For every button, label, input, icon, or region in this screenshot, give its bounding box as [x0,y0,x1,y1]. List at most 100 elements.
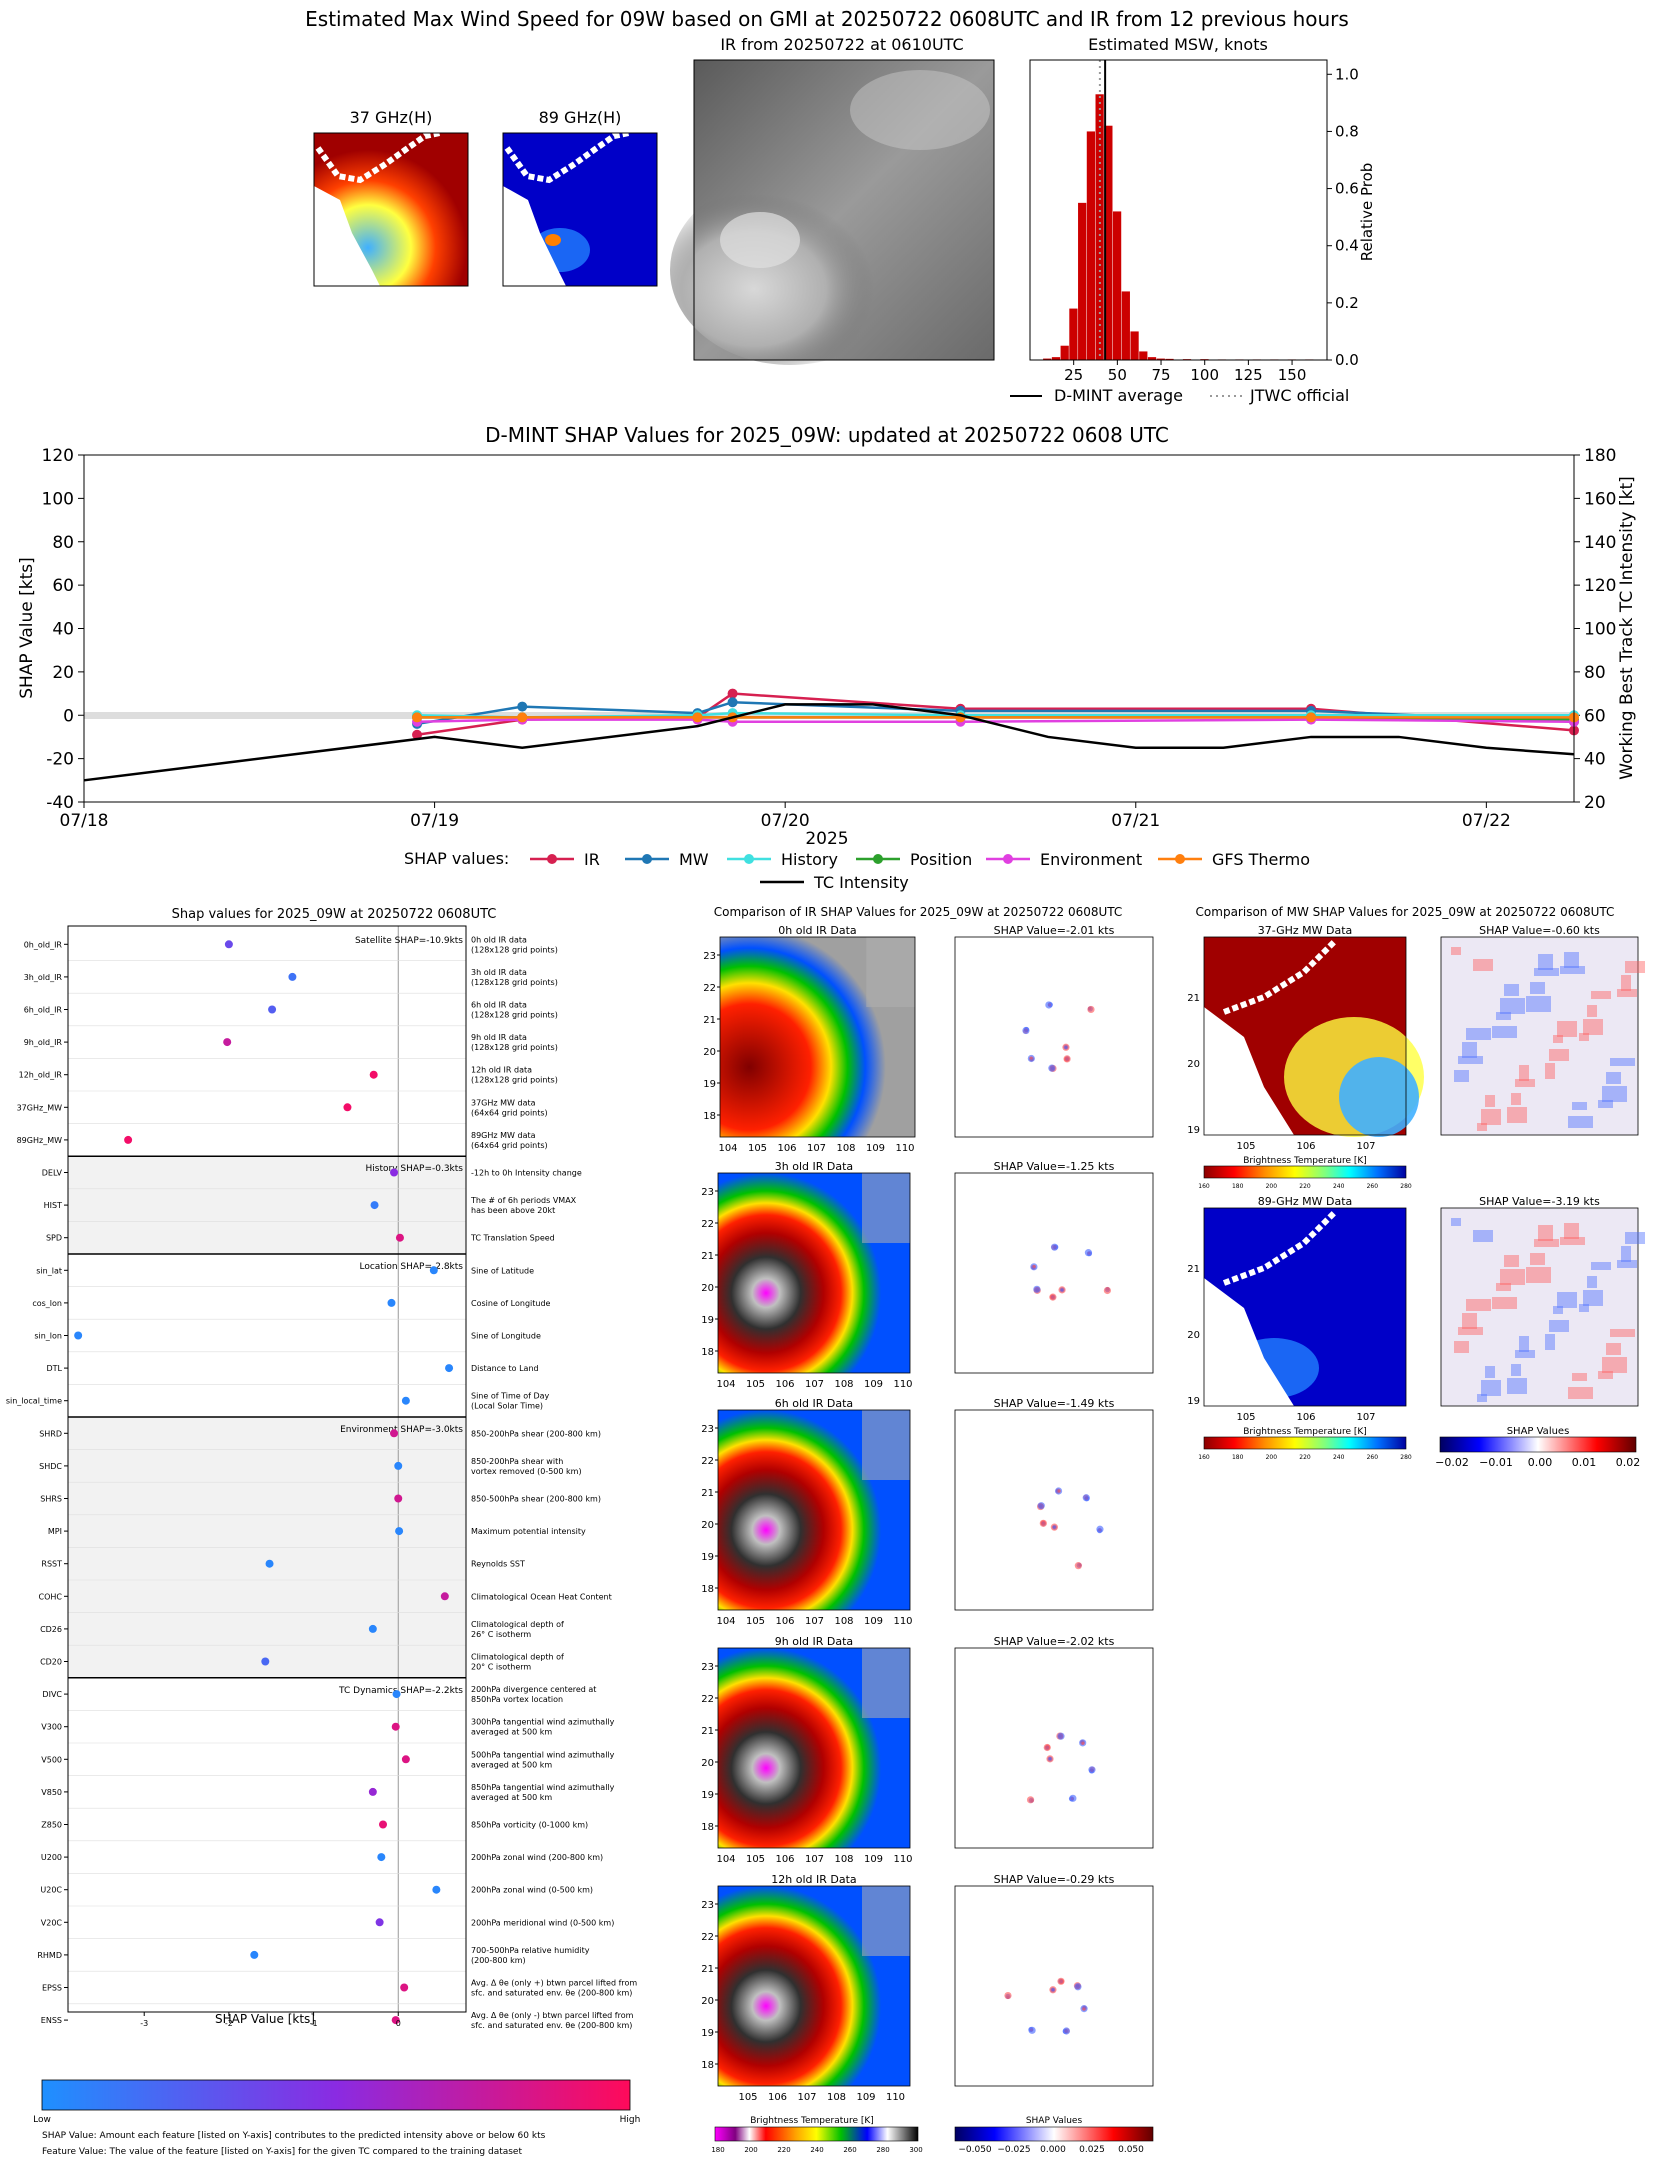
ts-xlabel: 2025 [805,829,848,849]
irc-xtick-label: 105 [746,1379,765,1390]
irc-xtick-label: 109 [864,1379,883,1390]
msw-legend-avg: D-MINT average [1054,386,1183,405]
mwc-shap-patch [1560,1237,1585,1245]
mwc-shap-tick-label: −0.02 [1435,1456,1469,1469]
irc-ytick-label: 20 [701,1283,714,1294]
mwc-shap-patch [1515,1350,1535,1358]
irc-xtick-label: 106 [777,1143,796,1154]
mwc-land [1204,1007,1294,1135]
sc-point [401,1396,410,1405]
ts-series-point [1306,712,1317,723]
irc-shap-label: SHAP Values [1026,2116,1083,2126]
mwc-shap-patch [1538,954,1553,970]
sc-feature-desc: 6h old IR data [471,1001,527,1010]
mwc-shap-patch [1492,1026,1517,1038]
mwc-shap-patch [1511,1093,1521,1105]
mwc-shap-patch [1473,1230,1493,1242]
mwc-shap-tick-label: 0.02 [1616,1456,1641,1469]
irc-bt-tick-label: 280 [876,2146,889,2154]
irc-ir-cloud [862,1410,910,1480]
ts-series-point [517,712,528,723]
mwc-shap-image [1440,1207,1639,1407]
mw89-panel: 89 GHz(H) [502,108,658,287]
irc-shap-speckle [1082,2007,1086,2011]
sc-point [401,1755,410,1764]
mwc-shap-patch [1583,1019,1603,1035]
irc-xtick-label: 109 [864,1616,883,1627]
sc-point [429,1266,438,1275]
irc-xtick-label: 104 [718,1143,737,1154]
sc-feature-name: DIVC [42,1690,62,1699]
ts-y2tick-label: 60 [1584,706,1606,726]
sc-feature-name: 89GHz_MW [17,1136,62,1145]
irc-ir-frame [717,1885,911,2087]
mwc-shap-tick-label: 0.01 [1572,1456,1597,1469]
mwc-bt-tick-label: 200 [1266,1454,1278,1461]
irc-ytick-label: 21 [703,1015,716,1026]
sc-point [223,1038,232,1047]
irc-ytick-label: 22 [701,1219,714,1230]
ts-legend-marker [547,854,557,864]
irc-shap-title: SHAP Value=-0.29 kts [994,1873,1115,1886]
sc-point [268,1005,277,1014]
sc-title: Shap values for 2025_09W at 20250722 060… [172,907,497,922]
irc-ytick-label: 22 [701,1456,714,1467]
irc-shap-tick-label: 0.050 [1118,2145,1144,2155]
irc-ytick-label: 23 [701,1187,714,1198]
msw-bar [1051,357,1061,360]
mw89-land [503,186,566,286]
mwc-shap-patch [1617,989,1637,997]
mwc-bt-tick-label: 160 [1198,1454,1210,1461]
msw-bar [1121,291,1130,360]
msw-xtick-label: 25 [1064,366,1083,384]
sc-feature-name: cos_lon [32,1299,62,1308]
mwc-bt-tick-label: 280 [1400,1183,1412,1190]
sc-point [343,1103,352,1112]
irc-shap-colorbar [954,2126,1154,2142]
mwc-shap-patch [1606,1343,1621,1355]
irc-ir-cloud [862,1886,910,1956]
ts-xtick-label: 07/21 [1111,811,1160,831]
sc-point [124,1135,133,1144]
irc-bt-tick-label: 240 [810,2146,823,2154]
sc-feature-name: sin_lon [34,1332,62,1341]
msw-xtick-label: 100 [1190,366,1219,384]
sc-feature-desc: 26° C isotherm [471,1630,531,1639]
ts-legend-name: History [781,850,838,869]
sc-feature-desc: 850hPa tangential wind azimuthally [471,1783,615,1792]
irc-shap-speckle [1103,1286,1111,1295]
mwc-shap-colorbar [1439,1436,1637,1453]
mwc-bt-tick-label: 220 [1299,1183,1311,1190]
irc-shap-title: SHAP Value=-1.25 kts [994,1160,1115,1173]
irc-ytick-label: 22 [701,1694,714,1705]
sc-feature-desc: 200hPa meridional wind (0-500 km) [471,1918,614,1927]
mwc-shap-patch [1572,1102,1587,1110]
sc-feature-name: EPSS [42,1984,62,1993]
mwc-xtick-label: 105 [1236,1412,1255,1423]
irc-shap-image [954,1409,1154,1611]
ts-ytick-label: -20 [46,750,74,770]
irc-bt-tick-label: 180 [711,2146,724,2154]
mwc-shap-patch [1526,996,1551,1012]
irc-ytick-label: 20 [701,1520,714,1531]
mw37-swath-edge [315,130,441,184]
note-line-2: Feature Value: The value of the feature … [42,2147,522,2157]
irc-shap-speckle [1084,1496,1090,1502]
sc-feature-name: SHRD [39,1429,62,1438]
irc-ytick-label: 19 [701,1315,714,1326]
irc-xtick-label: 110 [893,1616,912,1627]
mwc-bt-tick-label: 220 [1299,1454,1311,1461]
sc-feature-desc: has been above 20kt [471,1206,555,1215]
sc-point [392,1690,401,1699]
irc-xtick-label: 110 [893,1379,912,1390]
mwc-cool-region [1339,1057,1419,1137]
mwc-shap-patch [1621,975,1631,991]
mwc-shap-image [1440,936,1639,1136]
ts-y2tick-label: 140 [1584,533,1616,553]
mwc-shap-patch [1545,1334,1555,1350]
mwc-shap-patch [1466,1028,1491,1040]
ts-y2tick-label: 40 [1584,750,1606,770]
ts-xtick-label: 07/20 [761,811,810,831]
mwc-shap-patch [1507,1378,1527,1394]
